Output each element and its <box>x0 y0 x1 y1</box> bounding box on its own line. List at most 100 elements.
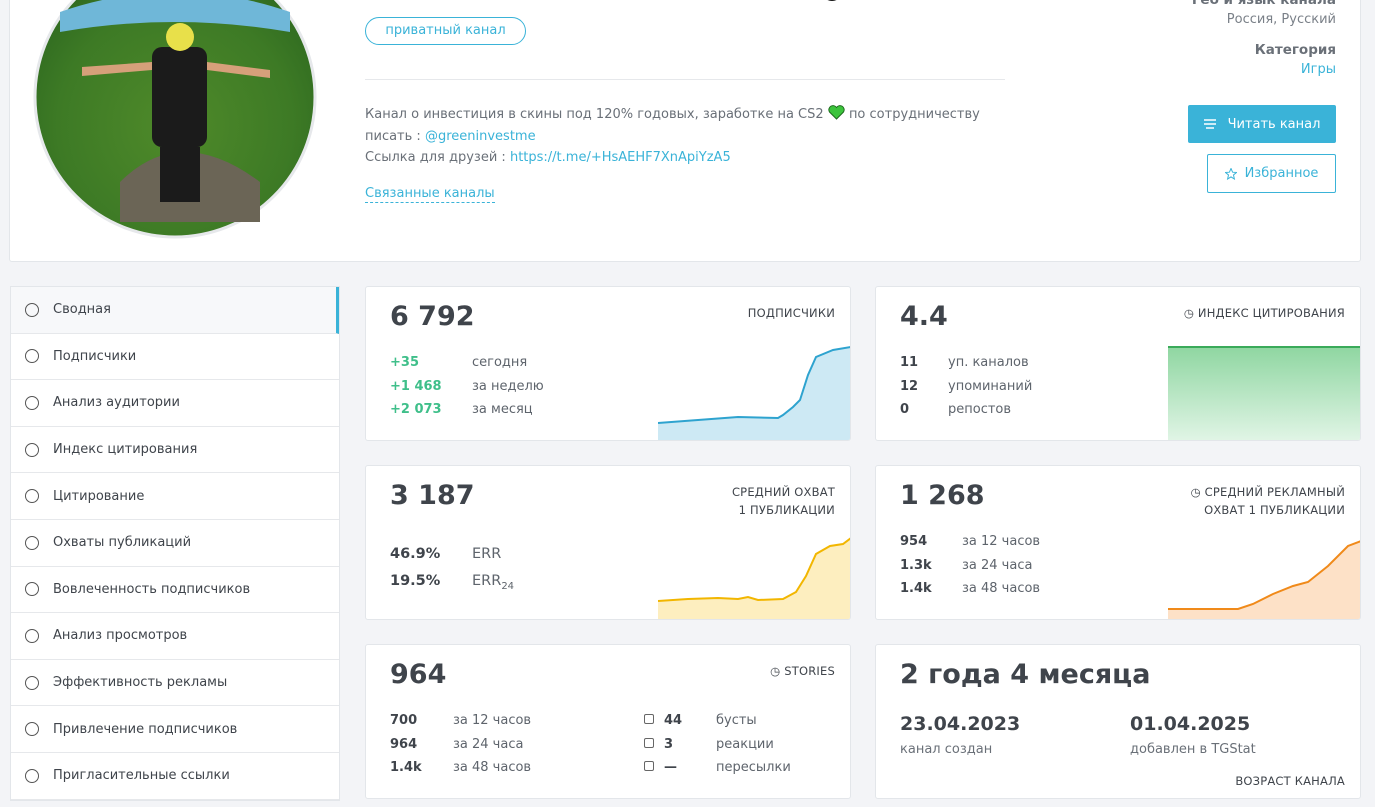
menu-icon <box>25 395 39 410</box>
icon: ◷ <box>1183 306 1198 320</box>
value: 3 187 <box>390 480 475 511</box>
stat-row: — пересылки <box>644 760 791 775</box>
menu-icon <box>25 628 39 643</box>
icon <box>644 737 654 748</box>
menu-item[interactable]: Анализ просмотров <box>11 613 339 660</box>
stat-row: 700 за 12 часов <box>390 713 531 728</box>
menu-icon <box>25 349 39 364</box>
menu-item[interactable]: Сводная <box>11 287 339 334</box>
title: ◷ ИНДЕКС ЦИТИРОВАНИЯ <box>1184 304 1345 322</box>
menu-item[interactable]: Анализ аудитории <box>11 380 339 427</box>
menu-icon <box>25 675 39 690</box>
title-line: СРЕДНИЙ РЕКЛАМНЫЙ <box>1204 485 1345 499</box>
title-line: ОХВАТ 1 ПУБЛИКАЦИИ <box>1204 503 1345 517</box>
citation-card: 4.4 ◷ ИНДЕКС ЦИТИРОВАНИЯ 11 уп. каналов 12… <box>875 286 1361 441</box>
icon: ◷ <box>1190 485 1205 499</box>
menu-label: Сводная <box>53 302 111 318</box>
reach-card: 3 187 СРЕДНИЙ ОХВАТ 1 ПУБЛИКАЦИИ 46.9% ERR… <box>365 465 851 620</box>
menu-icon <box>25 582 39 597</box>
icon: ◷ <box>770 664 785 678</box>
title: ◷ STORIES <box>770 662 835 680</box>
title: ◷ СРЕДНИЙ РЕКЛАМНЫЙ ОХВАТ 1 ПУБЛИКАЦИИ <box>1191 483 1345 519</box>
favorite-button[interactable]: Избранное <box>1207 154 1336 193</box>
menu-icon <box>25 442 39 457</box>
stat-value: 1.4k <box>900 581 932 596</box>
divider <box>365 79 1005 80</box>
stat-value: 11 <box>900 355 919 370</box>
sparkline <box>658 346 850 440</box>
stat-value: 1.3k <box>900 557 932 573</box>
stat-label: за месяц <box>472 402 533 417</box>
title: СРЕДНИЙ ОХВАТ 1 ПУБЛИКАЦИИ <box>732 483 835 519</box>
stat-row: 11 уп. каналов <box>900 355 1029 370</box>
stat-value: — <box>664 760 677 775</box>
stat-row: +2 073 за месяц <box>390 402 533 417</box>
icon <box>644 761 654 771</box>
read-button[interactable]: Читать канал <box>1188 105 1336 143</box>
menu-item[interactable]: Вовлеченность подписчиков <box>11 567 339 614</box>
subscribers-card: 6 792 ПОДПИСЧИКИ +35 сегодня +1 468 за неде… <box>365 286 851 441</box>
title-text: STORIES <box>784 664 835 678</box>
menu-label: Индекс цитирования <box>53 442 198 458</box>
stat-value: +1 468 <box>390 378 442 394</box>
related-link[interactable]: Связанные каналы <box>365 186 495 203</box>
menu-label: Охваты публикаций <box>53 535 192 551</box>
menu-item[interactable]: Пригласительные ссылки <box>11 753 339 800</box>
icon <box>644 714 654 724</box>
stat-value: 700 <box>390 713 418 728</box>
title-text: ИНДЕКС ЦИТИРОВАНИЯ <box>1197 306 1345 320</box>
menu-item[interactable]: Охваты публикаций <box>11 520 339 567</box>
title-line: СРЕДНИЙ ОХВАТ <box>731 485 835 499</box>
stat-label: за 12 часов <box>962 534 1041 549</box>
subscript: 24 <box>501 580 515 592</box>
stat-label: за 48 часов <box>453 760 532 775</box>
stat-label: упоминаний <box>948 378 1033 394</box>
stat-label: за 48 часов <box>962 581 1041 596</box>
menu-item[interactable]: Привлечение подписчиков <box>11 706 339 753</box>
stat-row: 12 упоминаний <box>900 379 1032 394</box>
icon <box>827 0 837 1</box>
menu-icon <box>25 768 39 783</box>
invite-link[interactable]: https://t.me/+HsAEHF7XnApiYzA5 <box>509 150 731 165</box>
stat-row: 46.9% ERR <box>390 546 501 562</box>
menu-label: Подписчики <box>53 348 137 364</box>
text: писать : <box>365 128 421 144</box>
stat-label: за 12 часов <box>453 713 532 728</box>
value: 6 792 <box>390 301 475 332</box>
stat-label: уп. каналов <box>948 355 1029 370</box>
age-card: 2 года 4 месяца 23.04.2023 канал создан … <box>875 644 1361 799</box>
text: Канал о инвестиция в скины под 120% годо… <box>365 107 824 122</box>
stat-label: ERR <box>472 546 502 562</box>
icon <box>1224 167 1237 180</box>
menu-item[interactable]: Цитирование <box>11 473 339 520</box>
menu-label: Пригласительные ссылки <box>53 768 230 784</box>
added-label: добавлен в TGStat <box>1130 742 1256 757</box>
stat-row: 964 за 24 часа <box>390 737 523 752</box>
stat-label: бусты <box>716 713 757 728</box>
value: 4.4 <box>900 301 948 332</box>
value: 964 <box>390 659 447 690</box>
menu-label: Привлечение подписчиков <box>53 721 238 737</box>
stat-label: пересылки <box>716 760 791 775</box>
icon <box>1203 119 1216 129</box>
title: ВОЗРАСТ КАНАЛА <box>1235 774 1345 788</box>
menu-item[interactable]: Индекс цитирования <box>11 427 339 474</box>
stat-label: за 24 часа <box>962 557 1033 573</box>
text: Ссылка для друзей : <box>365 150 506 165</box>
menu-label: Цитирование <box>53 488 145 504</box>
stat-label: реакции <box>716 736 774 752</box>
menu-item[interactable]: Подписчики <box>11 334 339 381</box>
geo-title: Гео и язык канала <box>1191 0 1336 8</box>
geo-value: Россия, Русский <box>1226 12 1336 27</box>
menu-label: Анализ аудитории <box>53 395 180 411</box>
title-line: 1 ПУБЛИКАЦИИ <box>738 503 835 517</box>
category-value: Игры <box>1300 62 1336 77</box>
stat-row: 954 за 12 часов <box>900 534 1040 549</box>
title: ПОДПИСЧИКИ <box>747 306 835 320</box>
stat-label: ERR <box>472 572 502 589</box>
menu-item[interactable]: Эффективность рекламы <box>11 660 339 707</box>
stat-value: 0 <box>900 402 910 417</box>
created-label: канал создан <box>900 742 993 757</box>
mention-link[interactable]: @greeninvestme <box>424 128 536 144</box>
stat-row: 0 репостов <box>900 402 1011 417</box>
